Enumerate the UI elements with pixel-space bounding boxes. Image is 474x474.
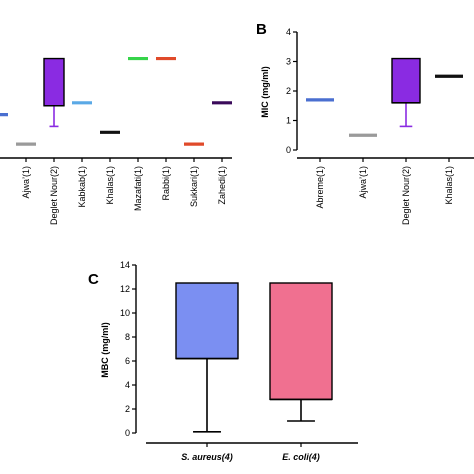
y-tick-label: 8: [125, 332, 130, 342]
category-label: E. coli(4): [282, 452, 320, 462]
y-tick-label: 1: [286, 116, 291, 126]
panel-a-chart: Ajwa’(1) Deglet Nour(2) Kabkab(1) Khalas(1)…: [0, 56, 232, 225]
box: [391, 57, 421, 104]
panel-b-letter: B: [256, 21, 267, 38]
category-label: S. aureus(4): [181, 452, 233, 462]
category-label: Kabkab(1): [77, 166, 87, 208]
category-label: Ajwa’(1): [358, 166, 368, 199]
y-tick-label: 2: [286, 86, 291, 96]
y-tick-label: 0: [286, 145, 291, 155]
category-label: Deglet Nour(2): [49, 166, 59, 225]
category-label: Mazafati(1): [133, 166, 143, 211]
panel-c-letter: C: [88, 271, 99, 288]
box: [43, 57, 65, 107]
y-tick-label: 6: [125, 356, 130, 366]
panel-c-chart: C MBC (mg/ml) 0 2 4 6 8 10 12 14 S. aureus(4) E.…: [88, 260, 358, 462]
box: [269, 282, 333, 401]
category-label: Abreme(1): [315, 166, 325, 209]
category-label: Sukkari(1): [189, 166, 199, 207]
y-tick-label: 4: [286, 27, 291, 37]
category-label: Rabbi(1): [161, 166, 171, 201]
y-tick-label: 2: [125, 404, 130, 414]
y-tick-label: 3: [286, 57, 291, 67]
y-tick-label: 14: [120, 260, 130, 270]
panel-c-y-axis-label: MBC (mg/ml): [100, 322, 110, 378]
y-tick-label: 0: [125, 428, 130, 438]
panel-b-y-axis-label: MIC (mg/ml): [260, 66, 270, 118]
y-tick-label: 12: [120, 284, 130, 294]
category-label: Khalas(1): [444, 166, 454, 205]
y-tick-label: 10: [120, 308, 130, 318]
category-label: Deglet Nour(2): [401, 166, 411, 225]
panel-b-chart: B MIC (mg/ml) 0 1 2 3 4 Abreme(1) Ajwa’(1) Deg…: [256, 21, 474, 225]
category-label: Khalas(1): [105, 166, 115, 205]
category-label: Ajwa’(1): [21, 166, 31, 199]
box: [175, 282, 239, 360]
category-label: Zahedi(1): [217, 166, 227, 205]
y-tick-label: 4: [125, 380, 130, 390]
